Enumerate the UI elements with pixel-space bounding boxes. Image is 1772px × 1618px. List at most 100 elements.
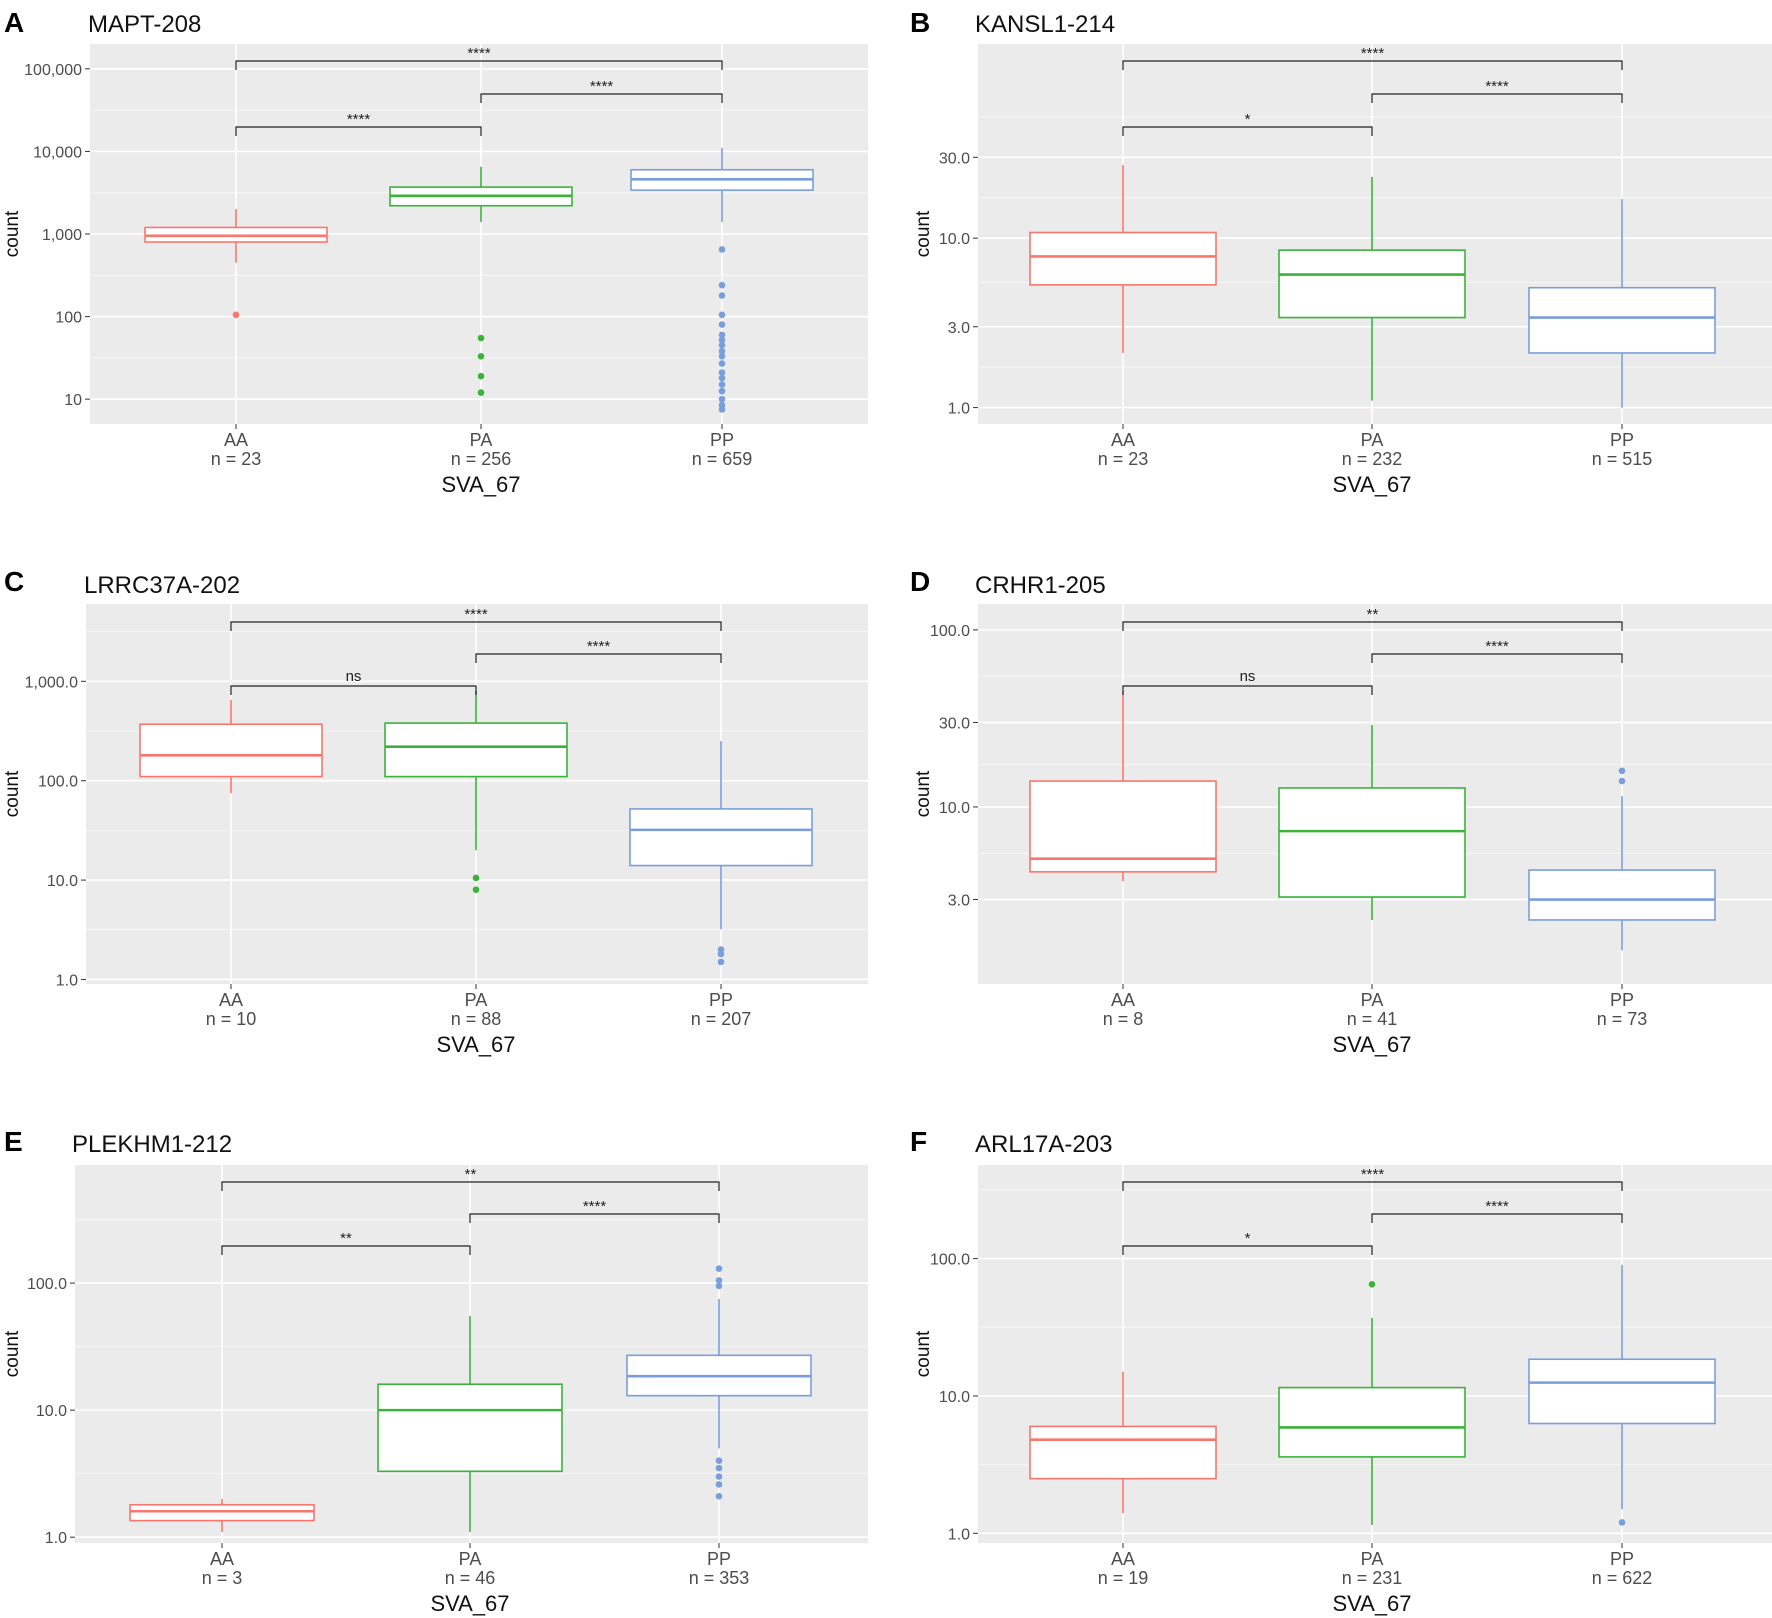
x-sample-size-label: n = 8: [1103, 1009, 1144, 1029]
y-tick-label: 100,000: [24, 62, 82, 79]
y-axis-title: count: [2, 770, 23, 817]
outlier-point: [715, 1473, 723, 1480]
outlier-point: [232, 311, 240, 319]
outlier-point: [715, 1277, 723, 1284]
panel-c: C LRRC37A-202 1.0 10.0 100.0 1,000.0 ns **** ***…: [2, 566, 868, 1057]
significance-bracket: ns: [1122, 668, 1373, 695]
significance-label: *: [1245, 111, 1251, 128]
iqr-box: [629, 808, 813, 867]
y-tick-label: 10.0: [939, 800, 970, 817]
x-category-label: PP: [707, 1549, 731, 1569]
bracket-line: [1122, 1245, 1373, 1255]
x-sample-size-label: n = 231: [1342, 1568, 1403, 1588]
y-tick-label: 3.0: [948, 893, 970, 910]
y-tick-label: 100.0: [930, 1252, 970, 1269]
outlier-point: [717, 958, 725, 966]
outlier-point: [717, 946, 725, 953]
significance-label: ****: [347, 111, 371, 128]
y-tick-label: 10: [64, 392, 82, 409]
x-axis-title: SVA_67: [1332, 1032, 1411, 1057]
x-axis-title: SVA_67: [436, 1032, 515, 1057]
outlier-point: [718, 406, 726, 413]
iqr-box: [1528, 869, 1716, 921]
outlier-point: [718, 336, 726, 344]
iqr-box: [1278, 787, 1466, 898]
iqr-box: [139, 723, 323, 778]
panel-title: CRHR1-205: [975, 572, 1106, 599]
x-category-label: AA: [1111, 1549, 1135, 1569]
significance-label: ****: [583, 1198, 607, 1215]
y-tick-label: 30.0: [939, 715, 970, 732]
significance-bracket: **: [221, 1166, 720, 1191]
box-pp: [1528, 199, 1716, 408]
bracket-line: [221, 1181, 720, 1191]
significance-label: ****: [1361, 45, 1385, 62]
x-sample-size-label: n = 23: [211, 449, 262, 469]
significance-label: ****: [1361, 1166, 1385, 1183]
bracket-line: [230, 685, 477, 695]
plot-background: [978, 1165, 1772, 1543]
significance-label: ****: [467, 45, 491, 62]
panel-letter: C: [4, 566, 24, 597]
significance-bracket: ****: [1122, 45, 1623, 70]
box-aa: [139, 699, 323, 794]
plot-background: [86, 604, 868, 984]
x-axis-title: SVA_67: [441, 472, 520, 497]
bracket-line: [1122, 621, 1623, 631]
panel-letter: B: [910, 7, 930, 38]
panel-letter: D: [910, 566, 930, 597]
significance-label: ****: [587, 638, 611, 655]
x-sample-size-label: n = 23: [1098, 449, 1149, 469]
x-category-label: PA: [1361, 990, 1384, 1010]
iqr-box: [1029, 780, 1217, 873]
iqr-box: [1029, 1425, 1217, 1480]
significance-label: ****: [464, 606, 488, 623]
significance-bracket: ****: [235, 45, 723, 70]
outlier-point: [477, 334, 485, 342]
bracket-line: [230, 621, 722, 631]
outlier-point: [1618, 767, 1626, 775]
y-tick-label: 100.0: [930, 623, 970, 640]
significance-label: **: [340, 1230, 352, 1247]
significance-bracket: ****: [230, 606, 722, 631]
bracket-line: [1122, 685, 1373, 695]
significance-bracket: ns: [230, 668, 477, 695]
bracket-line: [1122, 60, 1623, 70]
y-tick-label: 1,000.0: [25, 674, 78, 691]
y-axis-title: count: [913, 1330, 934, 1377]
panel-title: KANSL1-214: [975, 11, 1115, 38]
bracket-line: [235, 126, 482, 136]
y-tick-label: 1.0: [948, 1526, 970, 1543]
x-category-label: PA: [470, 430, 493, 450]
y-tick-label: 100: [55, 310, 82, 327]
panel-title: PLEKHM1-212: [72, 1131, 232, 1158]
x-category-label: PA: [1361, 430, 1384, 450]
outlier-point: [715, 1481, 723, 1488]
iqr-box: [129, 1503, 315, 1522]
outlier-point: [718, 369, 726, 376]
bracket-line: [1371, 1213, 1623, 1223]
x-category-label: PP: [1610, 430, 1634, 450]
panel-title: LRRC37A-202: [84, 572, 240, 599]
significance-bracket: ****: [1371, 1198, 1623, 1223]
outlier-point: [718, 331, 726, 339]
y-tick-label: 1.0: [45, 1530, 67, 1547]
x-category-label: AA: [224, 430, 248, 450]
panel-letter: F: [910, 1126, 927, 1157]
bracket-line: [1122, 1181, 1623, 1191]
y-tick-label: 10.0: [47, 873, 78, 890]
outlier-point: [718, 395, 726, 403]
x-sample-size-label: n = 41: [1347, 1009, 1398, 1029]
outlier-point: [715, 1282, 723, 1290]
outlier-point: [715, 1457, 723, 1464]
box-pa: [384, 690, 568, 894]
y-tick-label: 100.0: [38, 774, 78, 791]
iqr-box: [384, 722, 568, 778]
outlier-point: [477, 353, 485, 360]
significance-label: ****: [1485, 638, 1509, 655]
